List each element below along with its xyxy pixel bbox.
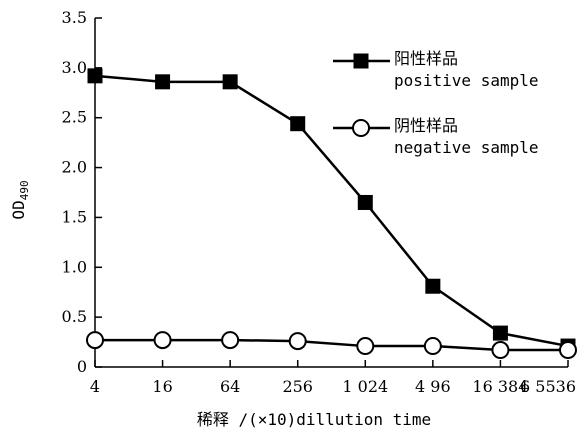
data-point-marker <box>221 331 240 350</box>
legend-entry-negative: 阴性样品 negative sample <box>333 116 539 157</box>
x-tick-label: 16 <box>152 377 172 396</box>
x-tick-label: 256 <box>282 377 313 396</box>
data-point-marker <box>559 341 577 360</box>
x-tick-label: 1 024 <box>342 377 388 396</box>
y-axis-label: OD490 <box>9 180 31 219</box>
data-point-marker <box>153 331 172 350</box>
y-axis-label-subscript: 490 <box>18 180 31 200</box>
x-tick-label: 64 <box>220 377 240 396</box>
y-tick-label: 1.0 <box>62 257 87 276</box>
data-point-marker <box>492 325 508 341</box>
y-tick-label: 2.0 <box>62 158 87 177</box>
data-point-marker <box>491 341 510 360</box>
data-point-marker <box>357 194 373 210</box>
data-point-marker <box>87 68 103 84</box>
y-tick-label: 3.5 <box>62 8 87 27</box>
y-tick-label: 2.5 <box>62 108 87 127</box>
legend-marker <box>352 119 370 137</box>
legend-label-cn: 阴性样品 <box>394 116 458 135</box>
series-negative <box>86 331 577 360</box>
data-point-marker <box>423 337 442 356</box>
data-point-marker <box>356 337 375 356</box>
y-tick-label: 3.0 <box>62 58 87 77</box>
data-point-marker <box>425 278 441 294</box>
y-axis-label-main: OD <box>9 200 28 219</box>
series-layer <box>86 68 577 360</box>
series-line <box>94 74 569 348</box>
legend-label-en: positive sample <box>394 71 539 90</box>
y-axis: 0 0.5 1.0 1.5 2.0 2.5 3.0 3.5 <box>62 8 102 376</box>
x-tick-label: 16 384 <box>472 377 528 396</box>
data-point-marker <box>222 74 238 90</box>
legend: 阳性样品 positive sample 阴性样品 negative sample <box>333 49 539 157</box>
x-tick-label: 6 5536 <box>520 377 576 396</box>
series-line <box>95 338 568 352</box>
y-tick-label: 1.5 <box>62 207 87 226</box>
data-point-marker <box>288 332 307 351</box>
legend-label-cn: 阳性样品 <box>394 49 458 68</box>
data-point-marker <box>290 116 306 132</box>
y-tick-label: 0.5 <box>62 307 87 326</box>
legend-marker <box>353 53 369 69</box>
legend-entry-positive: 阳性样品 positive sample <box>333 49 539 90</box>
x-axis-label: 稀释 /(×10)dillution time <box>197 410 431 429</box>
x-tick-label: 4 96 <box>415 377 451 396</box>
data-point-marker <box>155 74 171 90</box>
series-positive <box>87 68 576 354</box>
legend-label-en: negative sample <box>394 138 539 157</box>
x-tick-label: 4 <box>90 377 100 396</box>
data-point-marker <box>86 331 104 350</box>
y-tick-label: 0 <box>77 357 87 376</box>
